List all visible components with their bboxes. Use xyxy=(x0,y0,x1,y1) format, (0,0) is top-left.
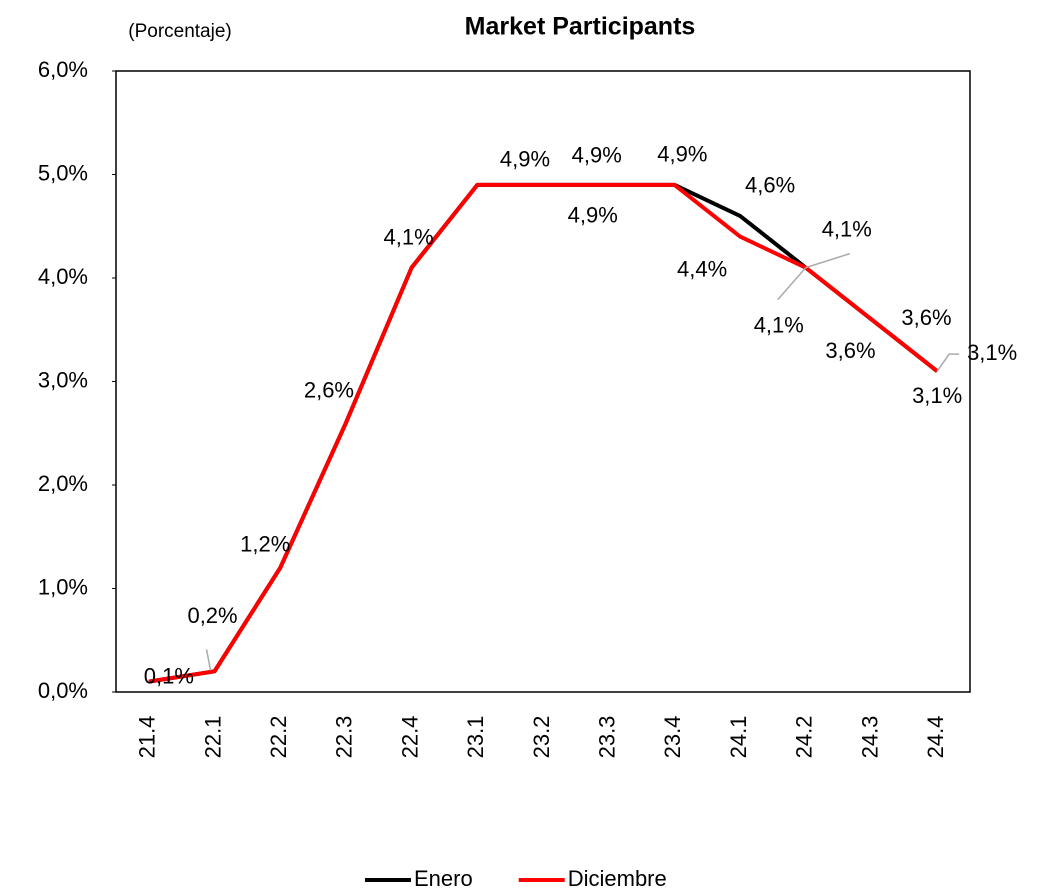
x-tick-label: 24.1 xyxy=(726,716,751,759)
data-label: 3,6% xyxy=(901,305,951,330)
x-tick-label: 22.1 xyxy=(200,716,225,759)
data-label: 4,9% xyxy=(568,203,618,228)
series-line xyxy=(148,182,939,684)
data-label: 0,2% xyxy=(187,603,237,628)
x-tick-label: 22.3 xyxy=(332,716,357,759)
x-tick-label: 22.2 xyxy=(266,716,291,759)
data-label: 3,1% xyxy=(912,383,962,408)
data-label: 0,1% xyxy=(144,663,194,688)
data-label: 3,1% xyxy=(967,340,1017,365)
x-tick-label: 24.2 xyxy=(792,716,817,759)
y-tick-label: 3,0% xyxy=(38,367,88,392)
x-tick-label: 23.1 xyxy=(463,716,488,759)
leader-line xyxy=(205,649,212,671)
y-tick-label: 2,0% xyxy=(38,471,88,496)
leader-line xyxy=(936,353,960,372)
x-tick-label: 23.4 xyxy=(660,716,685,759)
chart-title: Market Participants xyxy=(465,13,696,41)
x-tick-label: 21.4 xyxy=(135,716,160,759)
data-label: 4,6% xyxy=(745,173,795,198)
data-label: 4,9% xyxy=(657,142,707,167)
data-label: 1,2% xyxy=(240,532,290,557)
leader-line xyxy=(805,252,850,269)
series-line xyxy=(148,182,939,684)
chart-subtitle: (Porcentaje) xyxy=(128,21,232,42)
legend-label: Enero xyxy=(414,866,473,891)
x-tick-label: 23.3 xyxy=(595,716,620,759)
legend-label: Diciembre xyxy=(568,866,667,891)
data-label: 4,1% xyxy=(822,216,872,241)
x-tick-label: 22.4 xyxy=(397,716,422,759)
data-label: 4,1% xyxy=(754,312,804,337)
y-tick-label: 1,0% xyxy=(38,574,88,599)
data-label: 4,9% xyxy=(500,147,550,172)
data-label: 2,6% xyxy=(304,378,354,403)
x-tick-label: 24.4 xyxy=(923,716,948,759)
data-label: 4,9% xyxy=(572,143,622,168)
y-tick-label: 0,0% xyxy=(38,678,88,703)
data-label: 4,4% xyxy=(677,256,727,281)
data-label: 4,1% xyxy=(384,224,434,249)
x-tick-label: 24.3 xyxy=(857,716,882,759)
y-tick-label: 6,0% xyxy=(38,57,88,82)
y-tick-label: 5,0% xyxy=(38,160,88,185)
x-tick-label: 23.2 xyxy=(529,716,554,759)
leader-line xyxy=(777,267,807,301)
y-tick-label: 4,0% xyxy=(38,264,88,289)
data-label: 3,6% xyxy=(825,338,875,363)
